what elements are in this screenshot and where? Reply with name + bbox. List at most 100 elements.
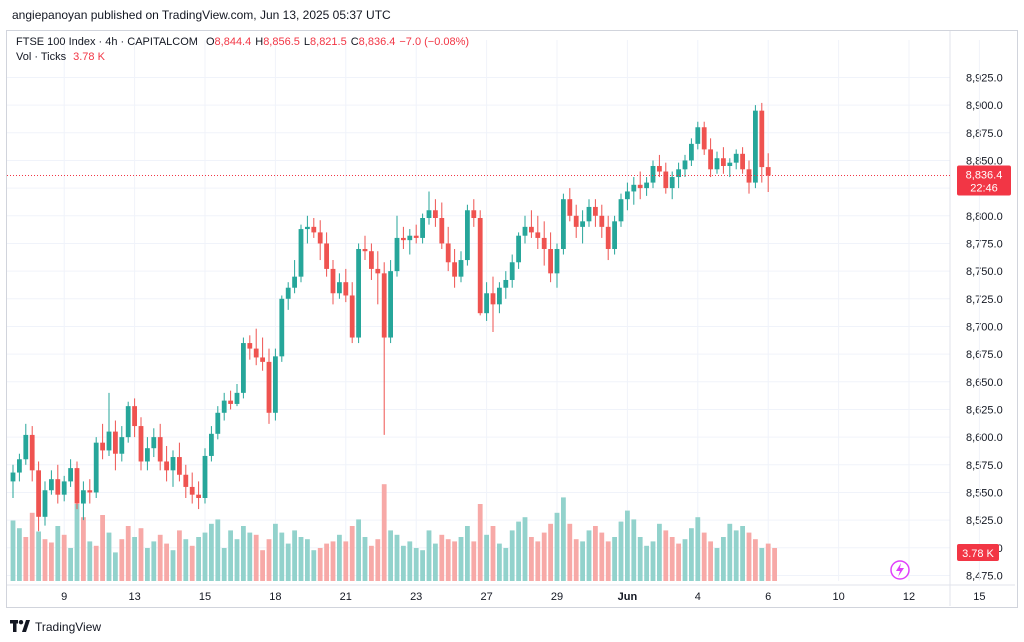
candle xyxy=(164,445,169,482)
volume-bar xyxy=(93,545,99,581)
volume-bar xyxy=(74,504,80,581)
volume-bar xyxy=(356,519,361,581)
candle xyxy=(426,191,432,225)
volume-bar xyxy=(311,550,317,581)
y-tick-label: 8,700.0 xyxy=(966,321,1003,333)
candle-body xyxy=(593,206,598,216)
lightning-icon xyxy=(890,560,910,580)
candle-body xyxy=(708,149,713,170)
candle-body xyxy=(196,494,201,498)
candle-body xyxy=(471,210,477,219)
open-label: O xyxy=(205,36,215,48)
candle xyxy=(177,442,182,482)
candle-body xyxy=(420,218,425,238)
candle-body xyxy=(349,295,355,338)
candle xyxy=(100,423,105,460)
volume-bar xyxy=(369,545,374,581)
close-label: C xyxy=(350,36,359,48)
candle xyxy=(125,401,131,443)
candle-body xyxy=(721,158,726,166)
candle xyxy=(612,215,617,255)
x-tick-label: 15 xyxy=(199,591,211,603)
volume-bar xyxy=(381,484,387,581)
candle-body xyxy=(586,206,592,222)
volume-bar xyxy=(420,550,425,581)
high-label: H xyxy=(255,36,264,48)
volume-bar xyxy=(561,497,566,581)
candle xyxy=(561,193,566,255)
candle xyxy=(337,273,342,299)
candle-body xyxy=(42,490,48,517)
candle xyxy=(420,213,425,244)
candle-body xyxy=(612,221,617,249)
lightning-icon-bolt xyxy=(896,563,904,577)
y-tick-label: 8,600.0 xyxy=(966,432,1003,444)
candle-body xyxy=(247,343,253,349)
x-tick-label: Jun xyxy=(618,591,638,603)
candle-body xyxy=(362,248,368,252)
chart-frame[interactable] xyxy=(6,30,1018,608)
x-tick-label: 10 xyxy=(832,591,844,603)
brand-name: TradingView xyxy=(35,620,102,634)
candle-body xyxy=(657,165,662,172)
last-price-badge-bg xyxy=(957,165,1011,196)
volume-bar xyxy=(132,537,137,581)
volume-bar xyxy=(471,541,477,581)
volume-bar xyxy=(337,534,342,581)
candle-body xyxy=(516,235,521,263)
candle-body xyxy=(490,293,496,305)
volume-bar xyxy=(119,539,125,581)
volume-bar xyxy=(554,512,560,581)
candle xyxy=(637,171,643,200)
candle-body xyxy=(132,406,137,427)
candle-body xyxy=(529,226,534,233)
candle-body xyxy=(477,218,483,314)
candle-body xyxy=(273,356,278,413)
candle xyxy=(381,262,387,435)
candle xyxy=(586,199,592,227)
candle xyxy=(375,251,381,305)
candle xyxy=(669,171,675,200)
candle-body xyxy=(100,442,105,451)
volume-bar xyxy=(458,537,464,581)
y-tick-label: 8,925.0 xyxy=(966,72,1003,84)
candle-body xyxy=(215,412,221,434)
candle xyxy=(401,226,406,249)
candle xyxy=(765,153,771,192)
volume-bar xyxy=(247,532,253,581)
volume-bar xyxy=(695,517,701,581)
volume-bar xyxy=(260,550,265,581)
candle-body xyxy=(599,215,605,227)
candle xyxy=(714,151,720,174)
volume-bar xyxy=(317,548,323,581)
candle-body xyxy=(669,177,675,189)
volume-bar xyxy=(708,541,713,581)
candle-body xyxy=(356,248,361,338)
tradingview-logo-icon xyxy=(10,619,30,635)
candle-body xyxy=(727,162,733,166)
candle xyxy=(36,461,41,532)
candle xyxy=(733,149,739,170)
candle xyxy=(42,481,48,526)
volume-bar xyxy=(407,541,413,581)
candle-body xyxy=(119,437,125,454)
candle xyxy=(292,260,297,294)
low-label: L xyxy=(303,36,311,48)
candle-body xyxy=(637,184,643,189)
candle xyxy=(183,464,189,498)
candle xyxy=(452,248,457,288)
candle-body xyxy=(369,251,374,269)
candle-body xyxy=(650,165,656,183)
footer-brand[interactable]: TradingView xyxy=(10,619,101,635)
candle-body xyxy=(279,298,285,357)
volume-bar xyxy=(625,510,630,581)
candle xyxy=(356,243,361,344)
volume-bar xyxy=(509,530,515,581)
candle xyxy=(657,154,662,178)
candle xyxy=(394,215,400,277)
candle xyxy=(234,384,240,407)
volume-bar xyxy=(426,530,432,581)
volume-badge: 3.78 K xyxy=(957,544,999,561)
volume-bar xyxy=(49,542,54,581)
